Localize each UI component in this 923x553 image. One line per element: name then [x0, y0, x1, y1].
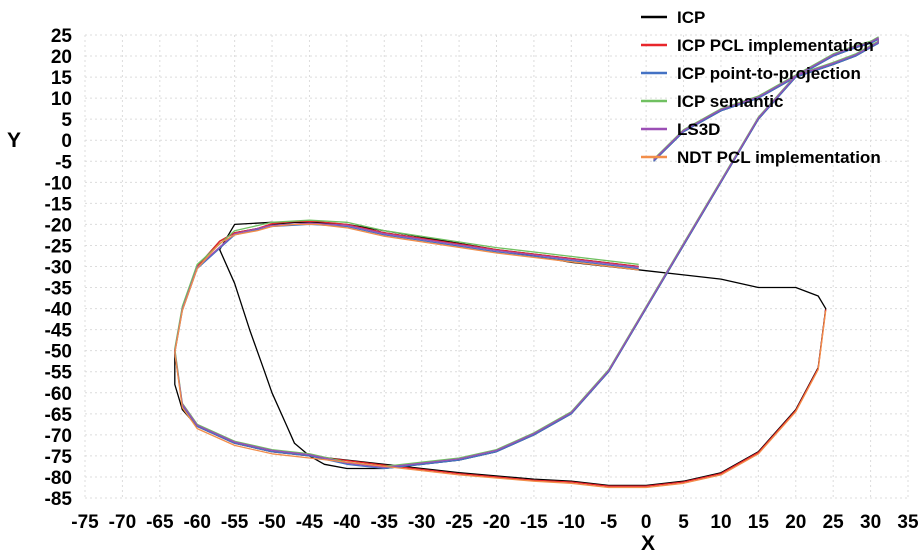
legend-label: ICP PCL implementation — [677, 36, 874, 55]
y-tick-label: -10 — [45, 173, 72, 194]
x-tick-label: -70 — [109, 512, 136, 533]
x-axis-ticks: -75 -70 -65 -60 -55 -50 -45 -40 -35 -30 -25 -20 -15-… — [71, 512, 919, 533]
legend-label: ICP — [677, 8, 705, 27]
legend-label: LS3D — [677, 120, 720, 139]
y-tick-label: -55 — [45, 363, 73, 384]
y-tick-label: -15 — [45, 194, 73, 215]
y-tick-label: -65 — [45, 405, 73, 426]
x-tick-label: -25 — [445, 512, 473, 533]
x-tick-label: 35 — [897, 512, 919, 533]
grid — [84, 34, 909, 499]
y-tick-label: -20 — [45, 215, 72, 236]
x-tick-label: -55 — [221, 512, 249, 533]
x-tick-label: 5 — [678, 512, 689, 533]
series-line-4 — [174, 37, 879, 468]
y-tick-label: -80 — [45, 468, 72, 489]
y-tick-label: -40 — [45, 300, 72, 321]
series-line-5 — [174, 223, 827, 489]
y-axis-title: Y — [7, 129, 21, 152]
x-tick-label: 20 — [785, 512, 806, 533]
x-tick-label: 30 — [860, 512, 881, 533]
y-tick-label: -85 — [45, 489, 73, 510]
y-tick-label: -45 — [45, 321, 73, 342]
x-tick-label: -30 — [408, 512, 435, 533]
x-tick-label: -50 — [258, 512, 285, 533]
y-tick-label: -5 — [55, 152, 72, 173]
x-tick-label: -45 — [296, 512, 324, 533]
x-tick-label: -75 — [71, 512, 99, 533]
x-tick-label: -15 — [520, 512, 548, 533]
series-lines — [174, 36, 879, 489]
y-tick-label: -60 — [45, 384, 72, 405]
x-tick-label: 25 — [823, 512, 845, 533]
y-tick-label: -75 — [45, 447, 73, 468]
y-tick-label: -35 — [45, 279, 73, 300]
legend-label: ICP semantic — [677, 92, 783, 111]
x-axis-title: X — [641, 532, 655, 553]
x-tick-label: -35 — [371, 512, 399, 533]
x-tick-label: -40 — [333, 512, 360, 533]
legend-label: ICP point-to-projection — [677, 64, 861, 83]
y-tick-label: 10 — [51, 89, 72, 110]
y-tick-label: 25 — [51, 26, 73, 47]
x-tick-label: 15 — [748, 512, 770, 533]
y-tick-label: 5 — [61, 110, 72, 131]
x-tick-label: 0 — [641, 512, 652, 533]
y-tick-label: -25 — [45, 236, 73, 257]
y-tick-label: -30 — [45, 258, 72, 279]
x-tick-label: -65 — [146, 512, 174, 533]
y-axis-ticks: 2520151050-5-10-15-20-25-30-35-40-45-50-… — [45, 26, 73, 510]
series-line-3 — [174, 36, 879, 468]
x-tick-label: -60 — [183, 512, 210, 533]
legend-label: NDT PCL implementation — [677, 148, 881, 167]
y-tick-label: -70 — [45, 426, 72, 447]
x-tick-label: 10 — [710, 512, 731, 533]
y-tick-label: 20 — [51, 47, 72, 68]
legend: ICP ICP PCL implementation ICP point-to-pr… — [641, 8, 881, 167]
x-tick-label: -5 — [600, 512, 617, 533]
y-tick-label: 15 — [51, 68, 73, 89]
y-tick-label: -50 — [45, 342, 72, 363]
series-line-2 — [174, 38, 879, 470]
y-tick-label: 0 — [61, 131, 72, 152]
x-tick-label: -10 — [558, 512, 585, 533]
x-tick-label: -20 — [483, 512, 510, 533]
